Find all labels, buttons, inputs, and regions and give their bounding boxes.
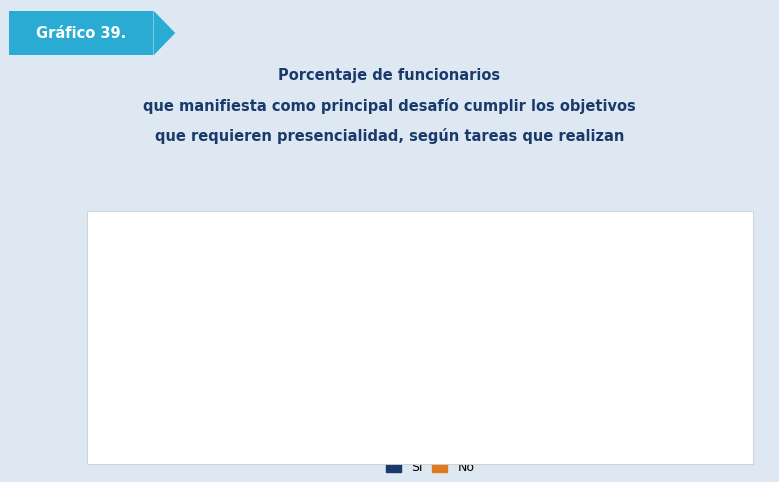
Text: que manifiesta como principal desafío cumplir los objetivos: que manifiesta como principal desafío cu… [143,98,636,114]
Bar [643,306,703,382]
FancyBboxPatch shape [9,11,153,55]
Bar [157,254,217,382]
Text: que requieren presencialidad, según tareas que realizan: que requieren presencialidad, según tare… [155,128,624,145]
FancyBboxPatch shape [87,211,753,464]
Text: 15: 15 [239,295,255,308]
Bar [370,268,430,382]
Bar [583,263,643,382]
Legend: Sí, No: Sí, No [381,456,479,479]
Text: 16: 16 [665,291,681,304]
Text: 12: 12 [452,309,467,322]
Text: 27: 27 [179,238,195,251]
Polygon shape [153,11,175,55]
Text: Porcentaje de funcionarios: Porcentaje de funcionarios [278,68,501,83]
Text: 24: 24 [393,253,408,266]
Bar [430,325,490,382]
Bar [217,310,277,382]
Text: Gráfico 39.: Gráfico 39. [37,26,126,40]
Text: 25: 25 [605,248,621,261]
